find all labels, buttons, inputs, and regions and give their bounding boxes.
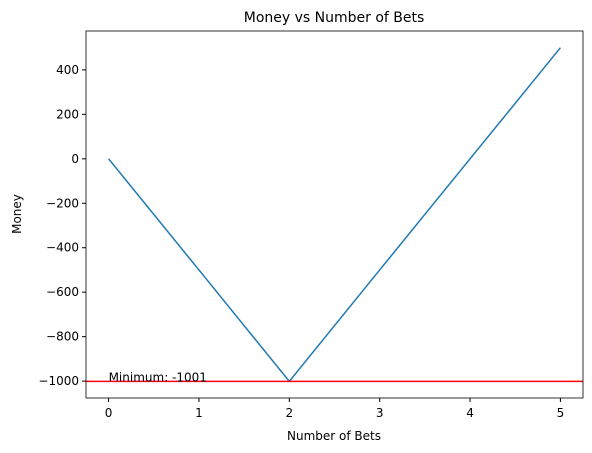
y-tick-label: 0 <box>71 152 79 166</box>
x-tick-label: 3 <box>376 406 384 420</box>
annotation: Minimum: -1001 <box>109 370 207 384</box>
y-axis-label: Money <box>10 194 24 234</box>
x-tick-label: 4 <box>466 406 474 420</box>
y-tick-label: −400 <box>46 241 79 255</box>
x-tick-label: 1 <box>195 406 203 420</box>
y-tick-label: 200 <box>56 107 79 121</box>
x-axis-label: Number of Bets <box>287 429 381 443</box>
x-tick-label: 0 <box>105 406 113 420</box>
y-tick-label: −600 <box>46 285 79 299</box>
data-line <box>108 47 561 383</box>
y-tick-label: −800 <box>46 330 79 344</box>
y-tick-label: −1000 <box>38 374 79 388</box>
x-tick-label: 2 <box>285 406 293 420</box>
plot-frame <box>85 30 584 399</box>
chart-title: Money vs Number of Bets <box>244 10 425 26</box>
x-tick-label: 5 <box>557 406 565 420</box>
y-tick-label: 400 <box>56 63 79 77</box>
y-tick-label: −200 <box>46 196 79 210</box>
